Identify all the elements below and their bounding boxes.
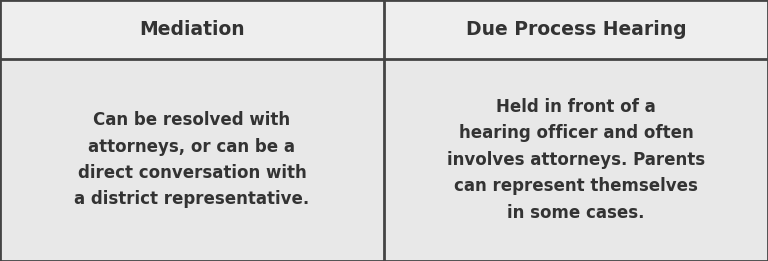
Bar — [384, 59, 768, 261]
Text: Due Process Hearing: Due Process Hearing — [465, 20, 687, 39]
Text: Can be resolved with
attorneys, or can be a
direct conversation with
a district : Can be resolved with attorneys, or can b… — [74, 111, 310, 209]
Text: Mediation: Mediation — [139, 20, 245, 39]
Bar — [0, 59, 384, 261]
Bar — [0, 0, 384, 59]
Text: Held in front of a
hearing officer and often
involves attorneys. Parents
can rep: Held in front of a hearing officer and o… — [447, 98, 705, 222]
Bar — [384, 0, 768, 59]
